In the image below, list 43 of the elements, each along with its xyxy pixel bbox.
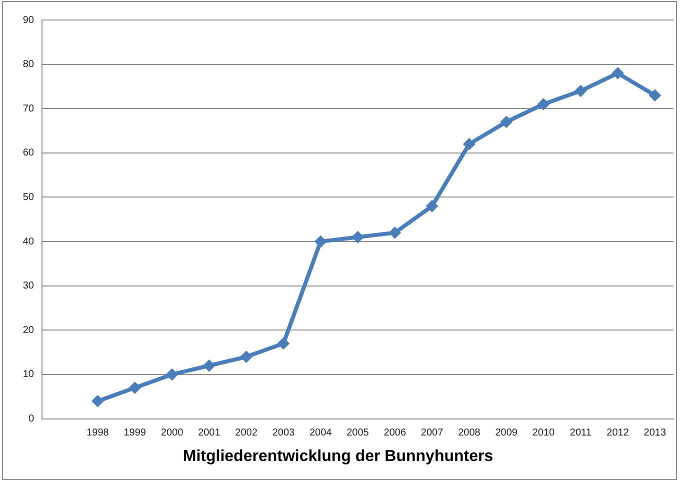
point (648, 89, 661, 102)
x-tick-label: 1999 (124, 428, 146, 439)
point (203, 360, 216, 372)
x-tick-label: 2003 (272, 428, 296, 439)
point (166, 368, 178, 380)
x-tick-label: 2000 (160, 428, 184, 439)
point (537, 98, 550, 110)
point (240, 350, 252, 363)
y-tick-label: 70 (22, 103, 34, 114)
point (277, 337, 290, 350)
y-tick-label: 0 (28, 414, 34, 425)
x-tick-label: 2008 (458, 428, 481, 439)
point (314, 236, 327, 248)
point (128, 382, 141, 394)
point (574, 84, 587, 97)
x-tick-label: 2010 (532, 428, 556, 439)
x-tick-label: 2011 (570, 428, 592, 439)
y-tick-label: 40 (22, 236, 34, 248)
point (92, 395, 104, 408)
y-tick-label: 80 (22, 59, 34, 70)
text: Mitgliederentwicklung der Bunnyhunters (182, 448, 494, 465)
x-tick-label: 2002 (235, 428, 258, 439)
point (463, 138, 476, 150)
point (352, 231, 364, 244)
x-tick-label: 2005 (346, 428, 370, 439)
x-tick-label: 2006 (384, 428, 406, 439)
y-tick-label: 50 (22, 192, 34, 203)
point (612, 67, 624, 80)
y-tick-label: 20 (22, 324, 34, 336)
point (500, 116, 512, 128)
x-tick-label: 2013 (644, 428, 666, 439)
point (426, 200, 438, 212)
y-tick-label: 30 (22, 280, 34, 292)
x-tick-label: 2001 (198, 428, 221, 439)
x-tick-label: 1998 (86, 428, 110, 439)
point (388, 226, 401, 239)
y-tick-label: 60 (22, 148, 34, 159)
x-tick-label: 2012 (606, 428, 630, 439)
x-tick-label: 2007 (420, 428, 444, 439)
y-tick-label: 10 (22, 369, 34, 380)
x-tick-label: 2004 (309, 428, 332, 439)
y-tick-label: 90 (22, 14, 34, 26)
x-tick-label: 2009 (495, 428, 518, 439)
